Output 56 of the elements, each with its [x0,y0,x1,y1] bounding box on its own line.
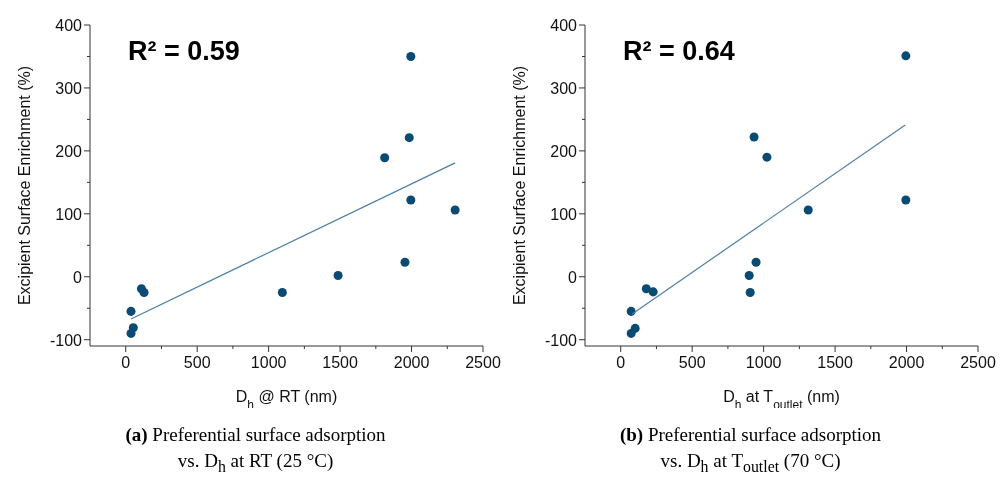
point [901,195,911,205]
y-tick-label: 0 [568,268,578,286]
y-tick-label: 0 [73,268,83,286]
text: Preferential surface adsorption [152,424,386,445]
point [749,132,759,142]
point [333,271,343,281]
point [803,205,813,215]
text: (b) [619,424,644,445]
point [762,152,772,162]
x-tick-label: 1000 [250,354,287,371]
y-tick-label: 200 [550,142,578,160]
text: vs. D$_{h}$ at RT (25 °C) [177,450,334,475]
x-tick-label: 2500 [960,354,996,371]
x-tick-label: 0 [121,354,131,371]
x-tick-label: 2000 [393,354,430,371]
point [404,133,414,143]
y-tick-label: 400 [55,17,83,34]
x-tick-label: 1500 [817,354,853,371]
point [648,287,658,297]
x-tick-label: 0 [616,354,626,371]
x-tick-label: 2500 [465,354,501,371]
text: vs. D$_{h}$ at T$_{outlet}$ (70 °C) [660,450,841,475]
point [641,284,651,294]
y-tick-label: 300 [55,79,83,97]
point [128,323,138,333]
x-tick-label: 500 [678,354,706,371]
annotation: R² = 0.59 [128,36,240,67]
point [406,195,416,205]
y-tick-label: 200 [55,142,83,160]
y-axis-title: Excipient Surface Enrichment (%) [16,65,33,306]
y-tick-label: 300 [550,79,578,97]
point [450,205,460,215]
y-tick-label: 400 [550,17,578,34]
point [406,51,416,61]
point [126,306,136,316]
text: (a) [125,424,148,445]
x-tick-label: 2000 [888,354,925,371]
annotation: R² = 0.64 [623,36,735,67]
point [400,257,410,267]
x-tick-label: 1500 [322,354,358,371]
point [139,287,149,298]
point [744,271,754,281]
text: Preferential surface adsorption [647,424,882,445]
y-tick-label: -100 [49,331,83,349]
x-tick-label: 500 [183,354,211,371]
point [380,153,390,163]
y-tick-label: -100 [544,331,578,349]
y-axis-title: Excipient Surface Enrichment (%) [511,65,528,306]
y-tick-label: 100 [550,205,578,223]
x-tick-label: 1000 [745,354,782,371]
point [751,257,761,267]
point [630,323,640,333]
point [745,287,755,298]
point [901,51,911,61]
point [277,287,287,298]
y-tick-label: 100 [55,205,83,223]
